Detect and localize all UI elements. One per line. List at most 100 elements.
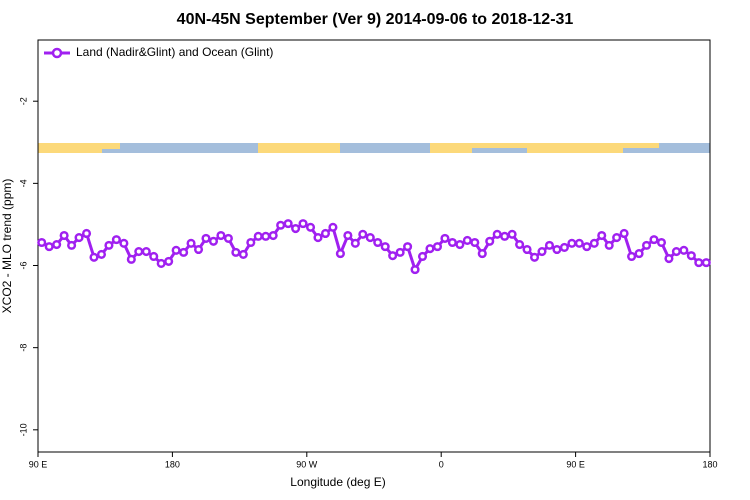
data-point	[268, 230, 278, 241]
data-point	[694, 258, 704, 268]
land-band	[430, 143, 472, 153]
data-point	[164, 256, 174, 266]
data-point	[395, 247, 405, 257]
land-ocean-strip	[38, 143, 710, 153]
data-point	[664, 253, 674, 264]
data-point	[216, 230, 226, 241]
data-point	[388, 251, 398, 261]
data-point	[276, 220, 286, 230]
data-point	[238, 249, 248, 259]
x-axis-label: Longitude (deg E)	[290, 475, 385, 489]
data-point	[149, 251, 159, 262]
data-point	[52, 240, 62, 250]
data-point	[193, 244, 204, 255]
data-point	[574, 238, 584, 248]
plot-frame	[37, 39, 711, 453]
y-tick-label: -2	[18, 97, 28, 105]
data-point	[186, 238, 196, 248]
x-tick-label: 180	[702, 459, 717, 469]
data-point	[686, 251, 696, 261]
data-point	[298, 219, 308, 229]
data-point	[544, 240, 555, 250]
data-point	[380, 242, 390, 252]
ocean-band	[38, 143, 710, 153]
data-point	[515, 240, 525, 250]
data-point	[201, 233, 211, 243]
data-point	[231, 247, 241, 257]
data-point	[365, 233, 375, 243]
data-point	[440, 233, 450, 243]
y-tick-label: -8	[18, 344, 28, 352]
data-point	[477, 249, 487, 259]
data-point	[522, 244, 532, 255]
data-point	[656, 237, 667, 248]
data-point	[679, 245, 689, 255]
chart-title: 40N-45N September (Ver 9) 2014-09-06 to …	[177, 11, 574, 28]
land-band	[102, 143, 120, 149]
data-point	[171, 245, 181, 255]
x-tick-label: 90 E	[29, 459, 48, 469]
data-point	[552, 244, 562, 255]
data-point	[492, 229, 502, 239]
data-point	[119, 238, 129, 248]
data-point	[500, 231, 510, 241]
data-point	[126, 254, 136, 264]
x-tick-label: 90 E	[566, 459, 585, 469]
data-point	[462, 235, 472, 246]
data-point	[208, 236, 219, 246]
y-tick-label: -6	[18, 262, 28, 270]
data-point	[641, 240, 652, 250]
data-point	[447, 237, 457, 248]
data-point	[343, 230, 353, 241]
data-point	[59, 230, 69, 241]
data-point	[134, 246, 144, 257]
data-point	[485, 236, 495, 246]
legend-marker	[51, 47, 63, 59]
data-point	[37, 237, 47, 248]
data-point	[455, 240, 465, 250]
y-tick-label: -4	[18, 179, 28, 187]
data-point	[320, 228, 331, 239]
data-point	[104, 240, 114, 250]
data-point	[350, 238, 360, 248]
x-tick-label: 0	[439, 459, 444, 469]
data-point	[74, 233, 84, 243]
data-point	[253, 231, 263, 241]
data-point	[261, 231, 271, 241]
data-point	[432, 242, 443, 252]
data-point	[417, 251, 428, 262]
land-band	[472, 143, 527, 148]
data-point	[671, 246, 681, 257]
data-point	[619, 228, 629, 239]
land-band	[623, 143, 659, 148]
y-tick-label: -10	[18, 423, 28, 436]
data-point	[701, 258, 711, 268]
data-point	[89, 252, 99, 262]
data-point	[403, 242, 413, 252]
data-point	[537, 246, 547, 257]
data-point	[328, 222, 338, 232]
data-point	[559, 242, 569, 252]
data-point	[156, 258, 166, 269]
data-point	[604, 240, 614, 250]
data-point	[425, 244, 435, 254]
data-point	[649, 235, 659, 245]
data-point	[335, 249, 345, 259]
data-point	[246, 237, 256, 248]
legend-label: Land (Nadir&Glint) and Ocean (Glint)	[76, 45, 273, 59]
data-point	[612, 233, 622, 243]
data-point	[634, 249, 644, 259]
data-point	[313, 233, 323, 243]
data-point	[589, 238, 599, 248]
data-point	[597, 230, 607, 241]
x-tick-label: 90 W	[296, 459, 318, 469]
data-point	[358, 229, 368, 239]
x-tick-label: 180	[165, 459, 180, 469]
land-band	[38, 143, 102, 153]
data-point	[567, 238, 577, 248]
data-point	[529, 252, 540, 262]
data-point	[111, 235, 121, 245]
data-point	[305, 222, 316, 232]
data-point	[67, 240, 77, 250]
